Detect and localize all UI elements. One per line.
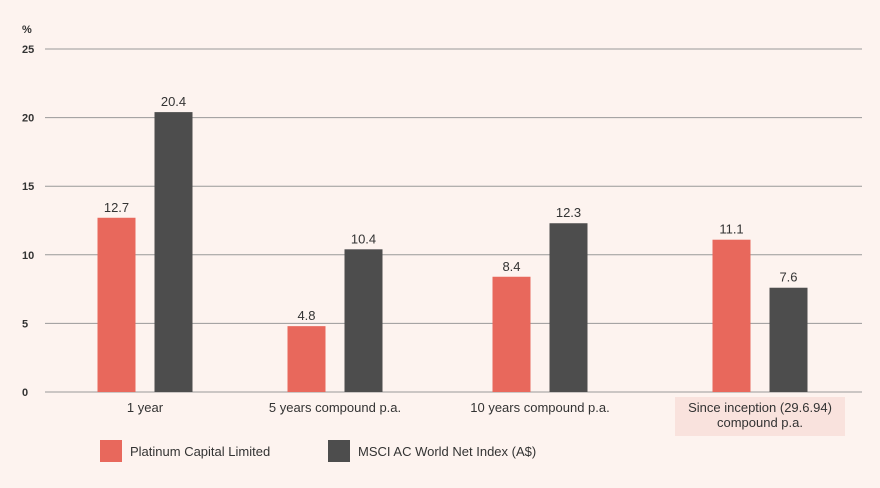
bar-s1-c3 — [769, 287, 808, 392]
y-tick-label: 25 — [22, 44, 34, 56]
legend-label: Platinum Capital Limited — [130, 444, 270, 459]
bar-s0-c2 — [492, 276, 531, 392]
data-label: 7.6 — [779, 270, 797, 285]
bar-s0-c0 — [97, 217, 136, 392]
x-tick-label-background — [675, 397, 845, 436]
x-tick-label: compound p.a. — [717, 415, 803, 430]
data-label: 20.4 — [161, 94, 186, 109]
y-tick-label: 15 — [22, 181, 34, 193]
data-label: 8.4 — [502, 259, 520, 274]
x-tick-label: 1 year — [127, 400, 164, 415]
bars — [97, 112, 808, 392]
legend-label: MSCI AC World Net Index (A$) — [358, 444, 536, 459]
data-label: 12.7 — [104, 200, 129, 215]
data-label: 11.1 — [719, 222, 743, 237]
y-axis-unit-label: % — [22, 24, 32, 36]
bar-s1-c2 — [549, 223, 588, 392]
y-tick-label: 10 — [22, 250, 34, 262]
y-tick-label: 20 — [22, 113, 34, 125]
bar-s1-c0 — [154, 112, 193, 392]
bar-s0-c1 — [287, 326, 326, 392]
data-label: 10.4 — [351, 231, 376, 246]
x-tick-label: 10 years compound p.a. — [470, 400, 609, 415]
y-tick-label: 0 — [22, 387, 28, 399]
legend: Platinum Capital Limited MSCI AC World Ne… — [100, 440, 536, 462]
legend-swatch — [328, 440, 350, 462]
data-labels: 12.7 4.8 8.4 11.1 20.4 10.4 12.3 7.6 — [104, 94, 798, 323]
data-label: 12.3 — [556, 205, 581, 220]
x-axis-ticks: 1 year 5 years compound p.a. 10 years comp… — [127, 397, 845, 436]
bar-s1-c1 — [344, 249, 383, 392]
x-tick-label: 5 years compound p.a. — [269, 400, 401, 415]
x-tick-label: Since inception (29.6.94) — [688, 400, 832, 415]
bar-s0-c3 — [712, 239, 751, 392]
y-axis-ticks: 0 5 10 15 20 25 — [22, 44, 34, 399]
data-label: 4.8 — [297, 308, 315, 323]
legend-swatch — [100, 440, 122, 462]
y-tick-label: 5 — [22, 318, 28, 330]
